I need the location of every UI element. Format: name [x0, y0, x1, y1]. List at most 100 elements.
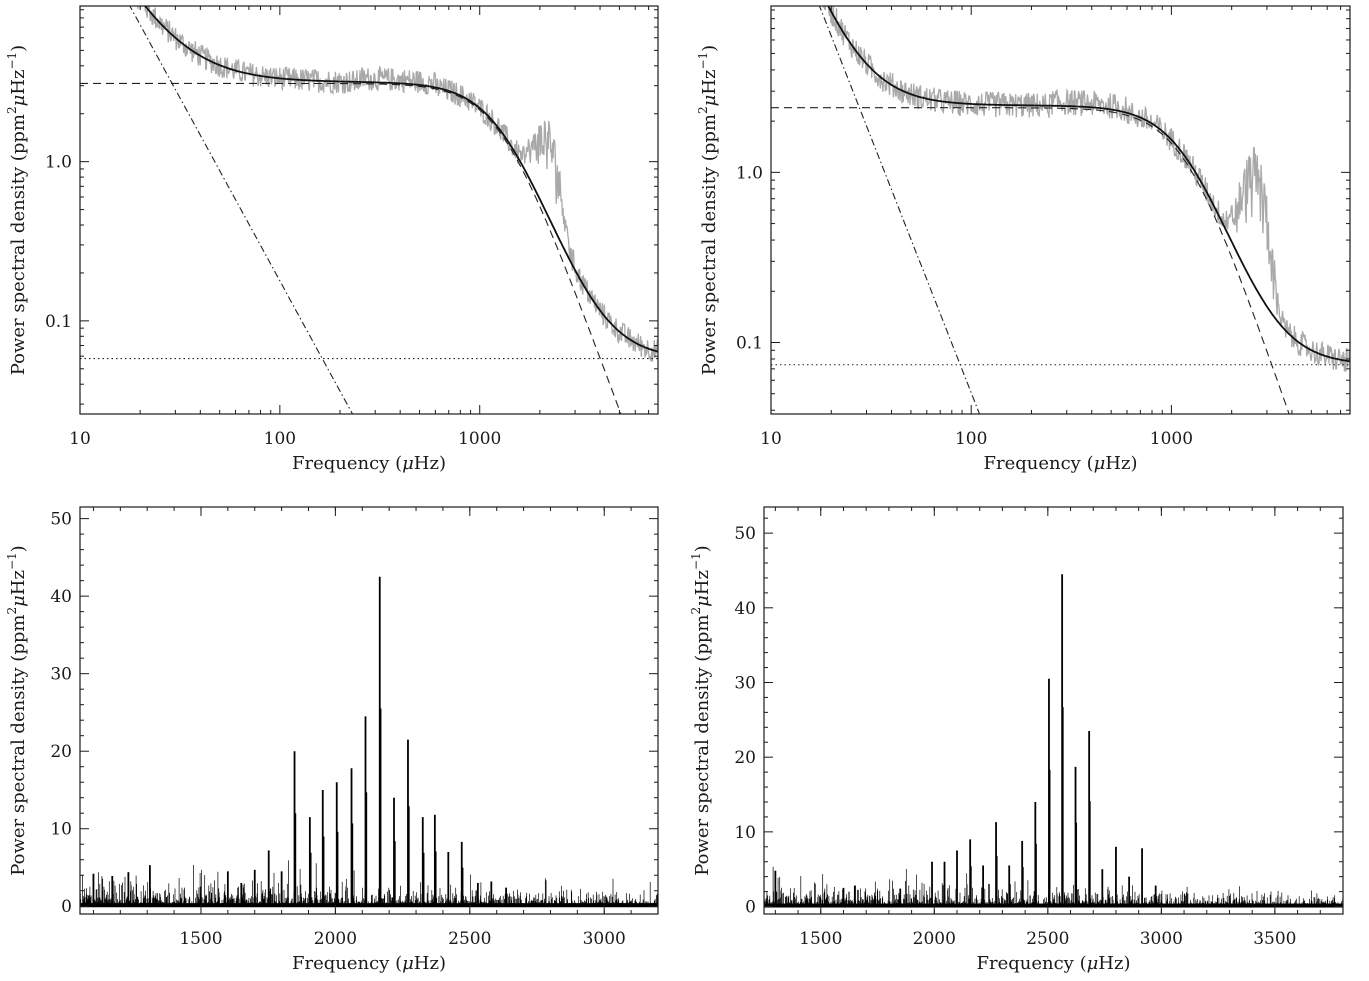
- plot-area: [764, 574, 1343, 908]
- y-tick-label: 0: [745, 898, 756, 918]
- y-tick-label: 1.0: [736, 163, 763, 183]
- x-axis-label-unit: Hz): [1105, 453, 1137, 474]
- x-axis-label-text: Frequency (: [976, 953, 1086, 974]
- x-tick-label: 2000: [314, 929, 357, 949]
- x-tick-label: 1000: [458, 429, 501, 449]
- y-axis-label-mu: μ: [8, 595, 29, 607]
- x-tick-label: 1500: [179, 929, 222, 949]
- spectrum-baseline: [764, 903, 1343, 908]
- x-tick-label: 10: [69, 429, 91, 449]
- y-tick-label: 0.1: [736, 334, 763, 354]
- y-axis-label: Power spectral density (ppm2μHz−1): [689, 545, 713, 875]
- granulation-component-line: [80, 82, 622, 414]
- model-fit-line: [143, 6, 658, 353]
- y-axis-label-sup: 2: [696, 106, 710, 114]
- x-axis-label-unit: Hz): [1098, 953, 1130, 974]
- x-tick-label: 100: [264, 429, 296, 449]
- x-axis-label-mu: μ: [1087, 953, 1099, 974]
- plot-frame: [79, 5, 659, 415]
- y-tick-label: 20: [50, 742, 72, 762]
- y-axis-label: Power spectral density (ppm2μHz−1): [5, 545, 29, 875]
- y-axis-label-close: ): [8, 45, 29, 52]
- y-axis-label-sup: −1: [5, 52, 19, 70]
- y-axis-label-sup: 2: [689, 607, 703, 615]
- plot-area: [771, 6, 1350, 414]
- plot-frame: [770, 5, 1351, 415]
- y-axis-label-close: ): [699, 45, 720, 52]
- y-axis-label-sup: −1: [696, 52, 710, 70]
- y-tick-label: 40: [50, 587, 72, 607]
- y-axis-label-mu: μ: [699, 95, 720, 107]
- y-axis-label-sup: 2: [5, 106, 19, 114]
- y-axis-label-text: Power spectral density (ppm: [8, 615, 29, 876]
- y-tick-label: 40: [734, 599, 756, 619]
- x-tick-label: 3000: [583, 929, 626, 949]
- x-tick-label: 10: [760, 429, 782, 449]
- panel-bottom-right: 1500 2000 2500 3000 3500 0 10 20 30 40 50 Frequency…: [689, 506, 1344, 974]
- plot-frame: [763, 506, 1344, 915]
- x-tick-label: 3500: [1253, 929, 1296, 949]
- y-axis-label: Power spectral density (ppm2μHz−1): [5, 45, 29, 375]
- noise-spectrum: [80, 860, 658, 907]
- activity-component-line: [818, 6, 981, 414]
- observed-spectrum-line: [137, 6, 658, 362]
- plot-area: [80, 6, 658, 414]
- y-tick-label: 30: [50, 665, 72, 685]
- y-axis-label-text: Power spectral density (ppm: [692, 615, 713, 876]
- y-tick-label: 10: [50, 820, 72, 840]
- x-axis-label-text: Frequency (: [983, 453, 1093, 474]
- y-axis-label: Power spectral density (ppm2μHz−1): [696, 45, 720, 375]
- x-axis-label: Frequency (μHz): [976, 953, 1130, 974]
- y-axis-label-close: ): [8, 545, 29, 552]
- y-axis-label-text: Power spectral density (ppm: [699, 114, 720, 375]
- x-tick-label: 3000: [1140, 929, 1183, 949]
- y-tick-label: 0.1: [45, 312, 72, 332]
- x-tick-label: 100: [955, 429, 987, 449]
- y-tick-label: 1.0: [45, 153, 72, 173]
- activity-component-line: [129, 6, 354, 414]
- x-axis-label: Frequency (μHz): [983, 453, 1137, 474]
- y-axis-label-hz: Hz: [8, 570, 29, 595]
- x-tick-label: 2500: [1026, 929, 1069, 949]
- x-axis-label-unit: Hz): [414, 453, 446, 474]
- spectrum-baseline: [80, 903, 658, 908]
- x-axis-label-unit: Hz): [414, 953, 446, 974]
- y-axis-label-text: Power spectral density (ppm: [8, 114, 29, 375]
- x-tick-label: 1000: [1150, 429, 1193, 449]
- y-axis-label-sup: −1: [689, 552, 703, 570]
- observed-spectrum-line: [822, 6, 1350, 372]
- x-axis-label-mu: μ: [1094, 453, 1106, 474]
- x-tick-label: 1500: [799, 929, 842, 949]
- y-axis-label-sup: −1: [5, 552, 19, 570]
- x-axis-label: Frequency (μHz): [292, 953, 446, 974]
- y-axis-label-hz: Hz: [8, 70, 29, 95]
- model-fit-line: [827, 6, 1350, 363]
- x-axis-label-text: Frequency (: [292, 453, 402, 474]
- y-tick-label: 0: [61, 897, 72, 917]
- x-tick-label: 2000: [913, 929, 956, 949]
- x-axis-label: Frequency (μHz): [292, 453, 446, 474]
- noise-spectrum: [764, 866, 1343, 907]
- y-axis-label-sup: 2: [5, 607, 19, 615]
- y-axis-label-mu: μ: [692, 595, 713, 607]
- x-axis-label-mu: μ: [402, 453, 414, 474]
- y-tick-label: 50: [50, 510, 72, 530]
- y-tick-label: 50: [734, 524, 756, 544]
- y-tick-label: 30: [734, 673, 756, 693]
- y-tick-label: 10: [734, 823, 756, 843]
- plot-frame: [79, 506, 659, 915]
- granulation-component-line: [771, 107, 1290, 414]
- y-tick-label: 20: [734, 748, 756, 768]
- y-axis-label-hz: Hz: [699, 70, 720, 95]
- y-axis-label-hz: Hz: [692, 570, 713, 595]
- x-axis-label-mu: μ: [402, 953, 414, 974]
- y-axis-label-close: ): [692, 545, 713, 552]
- y-axis-label-mu: μ: [8, 95, 29, 107]
- x-axis-label-text: Frequency (: [292, 953, 402, 974]
- plot-area: [80, 576, 658, 908]
- x-tick-label: 2500: [448, 929, 491, 949]
